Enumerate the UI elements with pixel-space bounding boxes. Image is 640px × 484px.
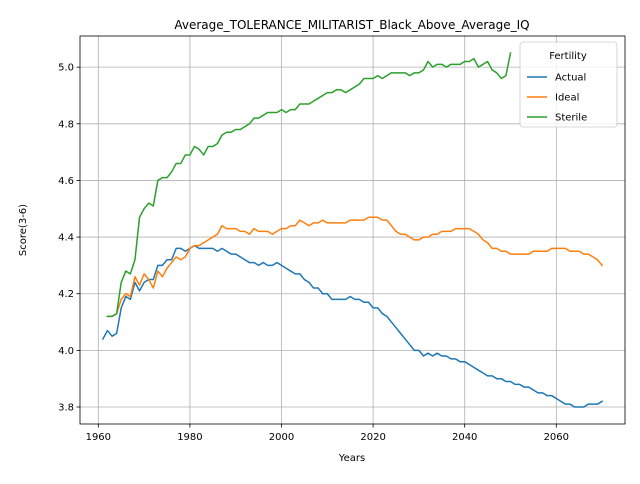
- x-tick-label: 2000: [269, 432, 294, 443]
- x-tick-label: 1980: [177, 432, 202, 443]
- y-tick-label: 4.0: [58, 346, 74, 357]
- legend: Fertility Actual Ideal Sterile: [520, 42, 617, 127]
- x-tick-label: 2040: [452, 432, 477, 443]
- y-tick-label: 3.8: [58, 403, 74, 414]
- y-tick-label: 4.8: [58, 119, 74, 130]
- y-tick-label: 4.2: [58, 289, 74, 300]
- chart-title: Average_TOLERANCE_MILITARIST_Black_Above…: [174, 18, 529, 32]
- y-tick-label: 4.6: [58, 176, 74, 187]
- legend-label-actual: Actual: [555, 73, 586, 84]
- x-axis-title: Years: [338, 453, 365, 464]
- y-tick-label: 5.0: [58, 63, 74, 74]
- legend-label-ideal: Ideal: [555, 93, 579, 104]
- y-axis-title: Score(3-6): [18, 204, 29, 256]
- legend-label-sterile: Sterile: [555, 113, 587, 124]
- y-tick-label: 4.4: [58, 233, 74, 244]
- x-tick-label: 1960: [86, 432, 111, 443]
- legend-title: Fertility: [549, 51, 587, 62]
- x-tick-label: 2020: [360, 432, 385, 443]
- x-tick-label: 2060: [544, 432, 569, 443]
